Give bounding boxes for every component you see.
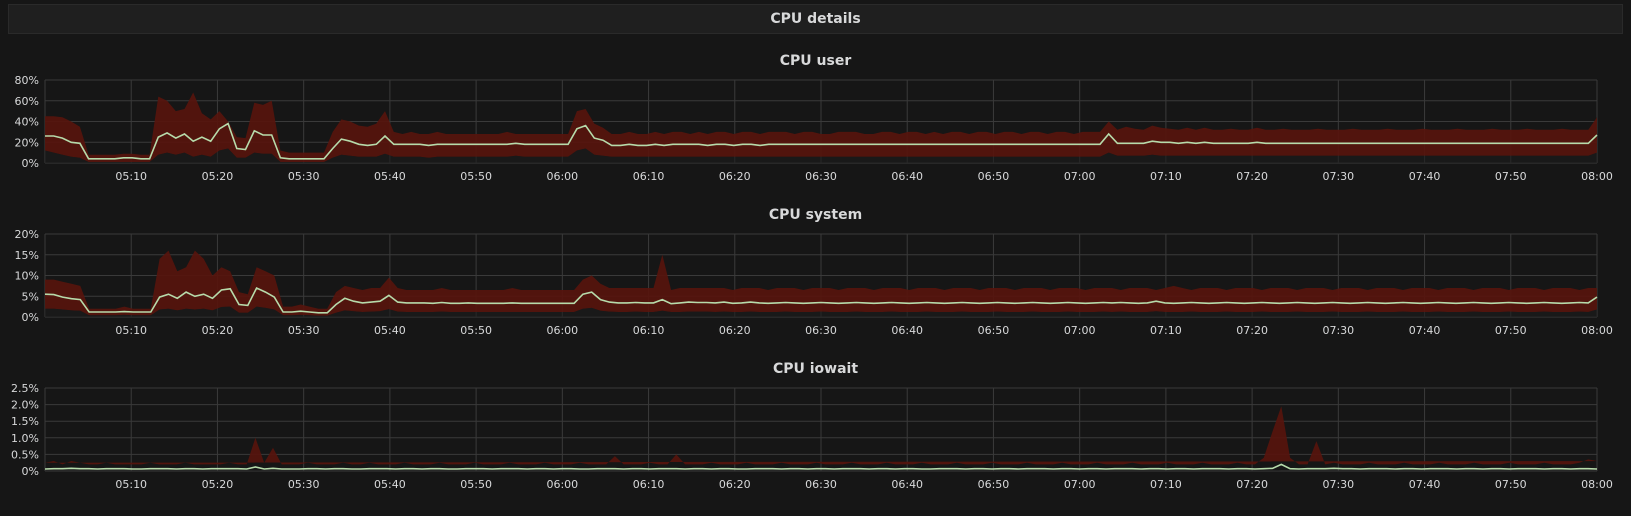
y-tick-label: 20% — [15, 228, 39, 241]
x-tick-label: 07:40 — [1409, 324, 1441, 337]
y-tick-label: 10% — [15, 270, 39, 283]
x-tick-label: 05:30 — [288, 170, 320, 183]
y-tick-label: 1.0% — [11, 432, 39, 445]
x-tick-label: 07:40 — [1409, 170, 1441, 183]
x-tick-label: 06:30 — [805, 478, 837, 491]
panel-title-cpu-system: CPU system — [768, 207, 863, 223]
x-tick-label: 06:00 — [546, 478, 578, 491]
x-tick-label: 07:20 — [1236, 170, 1268, 183]
x-tick-label: 07:00 — [1064, 170, 1096, 183]
x-tick-label: 07:40 — [1409, 478, 1441, 491]
x-tick-label: 06:20 — [719, 478, 751, 491]
x-tick-label: 06:00 — [546, 170, 578, 183]
x-tick-label: 07:00 — [1064, 478, 1096, 491]
x-tick-label: 07:20 — [1236, 324, 1268, 337]
x-tick-label: 06:50 — [978, 170, 1010, 183]
x-tick-label: 07:50 — [1495, 478, 1527, 491]
y-tick-label: 40% — [15, 116, 39, 129]
x-tick-label: 07:20 — [1236, 478, 1268, 491]
x-tick-label: 07:30 — [1322, 324, 1354, 337]
y-tick-label: 5% — [22, 290, 39, 303]
x-tick-label: 08:00 — [1581, 324, 1613, 337]
x-tick-label: 06:40 — [891, 324, 923, 337]
x-tick-label: 07:30 — [1322, 170, 1354, 183]
x-tick-label: 07:50 — [1495, 170, 1527, 183]
series-line — [44, 286, 1598, 314]
x-tick-label: 06:10 — [633, 324, 665, 337]
y-tick-label: 0% — [22, 311, 39, 324]
chart-cpu-system: 0% 5% 10% 15% 20% 05:10 05:20 05:30 05:40 05:50 06… — [15, 228, 1613, 337]
series-min-fill — [45, 148, 1597, 163]
x-tick-label: 06:10 — [633, 478, 665, 491]
y-tick-label: 80% — [15, 74, 39, 87]
y-tick-label: 0% — [22, 465, 39, 478]
x-tick-label: 06:40 — [891, 478, 923, 491]
x-tick-label: 05:40 — [374, 170, 406, 183]
x-tick-label: 08:00 — [1581, 170, 1613, 183]
row-header-cpu-details[interactable]: CPU details — [8, 4, 1623, 34]
x-tick-label: 06:10 — [633, 170, 665, 183]
x-tick-label: 05:50 — [460, 478, 492, 491]
x-tick-label: 07:30 — [1322, 478, 1354, 491]
x-tick-label: 06:50 — [978, 478, 1010, 491]
y-tick-label: 15% — [15, 249, 39, 262]
series-range-band — [45, 250, 1597, 316]
y-tick-label: 1.5% — [11, 415, 39, 428]
x-tick-label: 06:50 — [978, 324, 1010, 337]
x-tick-label: 08:00 — [1581, 478, 1613, 491]
x-tick-label: 05:20 — [202, 478, 234, 491]
panel-title-cpu-iowait: CPU iowait — [772, 361, 859, 377]
x-tick-label: 05:10 — [115, 478, 147, 491]
y-tick-label: 0% — [22, 157, 39, 170]
y-tick-label: 20% — [15, 136, 39, 149]
series-min-fill — [45, 306, 1597, 317]
series-line — [45, 122, 1598, 160]
x-tick-label: 07:50 — [1495, 324, 1527, 337]
x-tick-label: 06:20 — [719, 324, 751, 337]
series-line — [44, 463, 1598, 470]
y-tick-label: 0.5% — [11, 448, 39, 461]
x-tick-label: 06:30 — [805, 170, 837, 183]
y-tick-label: 60% — [15, 95, 39, 108]
x-tick-label: 05:10 — [115, 170, 147, 183]
chart-cpu-iowait: 0% 0.5% 1.0% 1.5% 2.0% 2.5% 05:10 05:20 05:30 05:… — [11, 382, 1613, 491]
x-tick-label: 05:30 — [288, 324, 320, 337]
x-tick-label: 05:10 — [115, 324, 147, 337]
x-tick-label: 05:40 — [374, 478, 406, 491]
y-tick-label: 2.0% — [11, 399, 39, 412]
panel-title-cpu-user: CPU user — [779, 53, 852, 69]
x-tick-label: 05:50 — [460, 170, 492, 183]
x-tick-label: 05:40 — [374, 324, 406, 337]
x-tick-label: 06:40 — [891, 170, 923, 183]
x-tick-label: 07:10 — [1150, 170, 1182, 183]
series-min-fill — [45, 470, 1580, 471]
x-tick-label: 06:20 — [719, 170, 751, 183]
x-tick-label: 07:10 — [1150, 478, 1182, 491]
x-tick-label: 05:20 — [202, 324, 234, 337]
row-title: CPU details — [770, 11, 861, 27]
x-tick-label: 05:30 — [288, 478, 320, 491]
x-tick-label: 05:50 — [460, 324, 492, 337]
x-tick-label: 06:00 — [546, 324, 578, 337]
x-tick-label: 05:20 — [202, 170, 234, 183]
y-tick-label: 2.5% — [11, 382, 39, 395]
x-tick-label: 07:00 — [1064, 324, 1096, 337]
x-tick-label: 07:10 — [1150, 324, 1182, 337]
chart-cpu-user: 0% 20% 40% 60% 80% 05:10 05:20 05:30 05:40 05:50 0… — [15, 74, 1613, 183]
x-tick-label: 06:30 — [805, 324, 837, 337]
